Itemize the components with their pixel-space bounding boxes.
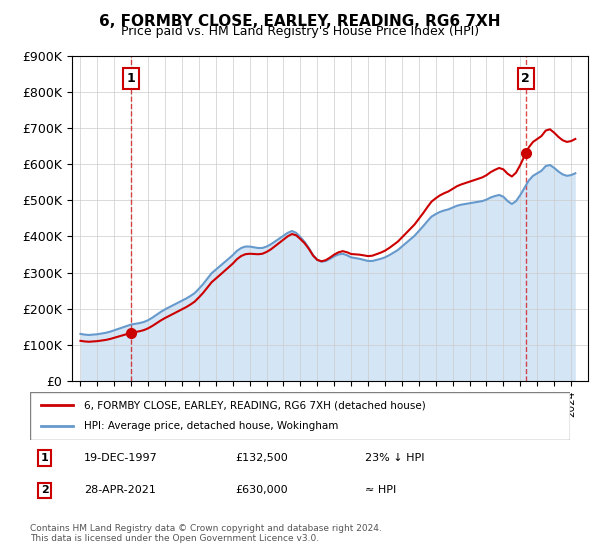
Text: Price paid vs. HM Land Registry's House Price Index (HPI): Price paid vs. HM Land Registry's House … bbox=[121, 25, 479, 38]
Text: 23% ↓ HPI: 23% ↓ HPI bbox=[365, 453, 424, 463]
Text: 2: 2 bbox=[41, 486, 49, 495]
Text: ≈ HPI: ≈ HPI bbox=[365, 486, 396, 495]
FancyBboxPatch shape bbox=[30, 392, 570, 440]
Text: HPI: Average price, detached house, Wokingham: HPI: Average price, detached house, Woki… bbox=[84, 421, 338, 431]
Text: 1: 1 bbox=[127, 72, 135, 85]
Text: £630,000: £630,000 bbox=[235, 486, 288, 495]
Text: Contains HM Land Registry data © Crown copyright and database right 2024.
This d: Contains HM Land Registry data © Crown c… bbox=[30, 524, 382, 543]
Text: 28-APR-2021: 28-APR-2021 bbox=[84, 486, 156, 495]
Text: 19-DEC-1997: 19-DEC-1997 bbox=[84, 453, 158, 463]
Text: 6, FORMBY CLOSE, EARLEY, READING, RG6 7XH: 6, FORMBY CLOSE, EARLEY, READING, RG6 7X… bbox=[99, 14, 501, 29]
Text: 2: 2 bbox=[521, 72, 530, 85]
Text: 6, FORMBY CLOSE, EARLEY, READING, RG6 7XH (detached house): 6, FORMBY CLOSE, EARLEY, READING, RG6 7X… bbox=[84, 400, 426, 410]
Text: 1: 1 bbox=[41, 453, 49, 463]
Text: £132,500: £132,500 bbox=[235, 453, 288, 463]
